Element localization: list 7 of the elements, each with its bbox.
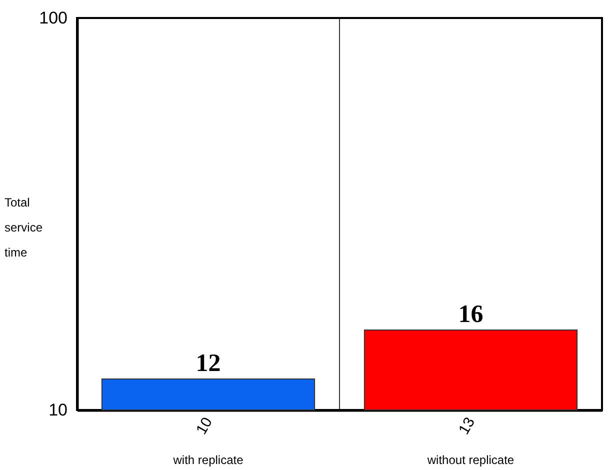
x-tick-label: 13 (455, 414, 479, 438)
text: without replicate (426, 453, 514, 467)
text: with replicate (172, 453, 244, 467)
y-tick-label: 100 (39, 8, 68, 28)
data-label: 12 (196, 350, 221, 377)
y-axis-title: Total service time (4, 196, 43, 260)
data-label: 16 (458, 300, 484, 328)
